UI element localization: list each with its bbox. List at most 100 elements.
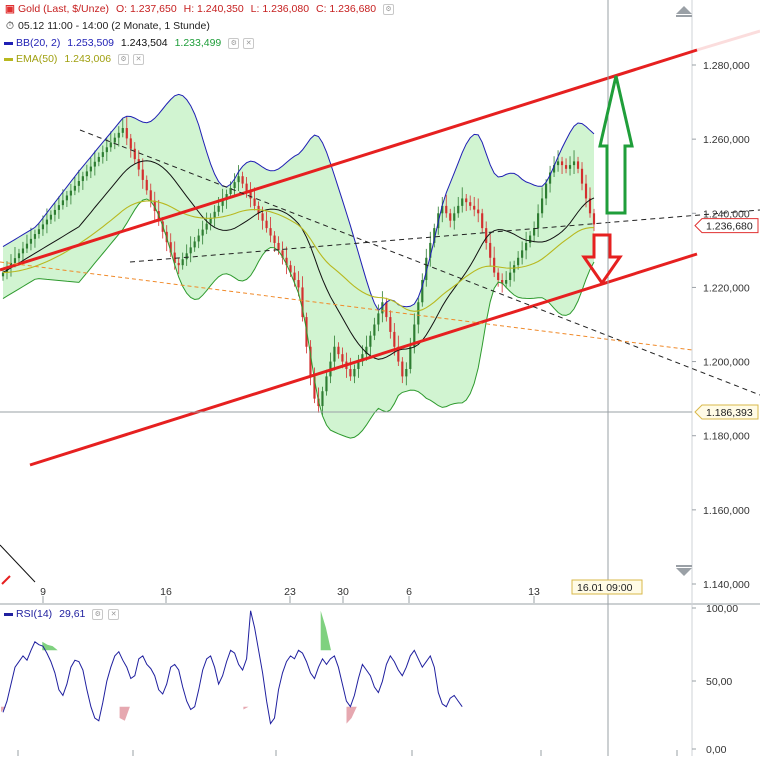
rsi-close-icon[interactable]: ✕	[108, 608, 120, 620]
ema-close-icon[interactable]: ✕	[133, 53, 144, 65]
crosshair-date-tag-bg	[571, 579, 643, 595]
legend-low: L: 1.236,080	[250, 3, 310, 15]
candle-body	[501, 280, 504, 284]
candle-body	[521, 250, 524, 258]
candle-body	[281, 250, 284, 258]
candle-body	[381, 302, 384, 314]
rsi-settings-icon[interactable]: ⚙	[92, 608, 104, 620]
candle-body	[572, 161, 576, 166]
candle-body	[505, 280, 508, 284]
clock-icon: ⏱	[5, 20, 15, 32]
candle-body	[477, 209, 480, 214]
candle-body	[137, 159, 140, 170]
bollinger-band-fill	[3, 94, 594, 439]
candle-body	[189, 247, 192, 254]
candle-body	[297, 280, 300, 288]
candle-body	[249, 191, 252, 199]
candle-body	[517, 257, 520, 266]
candle-body	[389, 317, 392, 332]
ema-line	[2, 200, 595, 312]
candle-body	[101, 152, 104, 157]
candle-body	[129, 138, 132, 149]
candle-body	[241, 176, 244, 184]
settings-icon[interactable]: ⚙	[383, 3, 395, 15]
candle-body	[497, 272, 500, 281]
candle-body	[37, 229, 41, 235]
scroll-down-bar-icon	[676, 565, 692, 567]
candle-body	[113, 137, 116, 143]
bb-close-icon[interactable]: ✕	[243, 37, 255, 49]
bb-settings-icon[interactable]: ⚙	[228, 37, 240, 49]
last-price-tag-bg	[694, 218, 759, 234]
legend-ema-name: EMA(50)	[16, 53, 58, 65]
legend-open: O: 1.237,650	[115, 3, 177, 15]
candle-body	[349, 368, 352, 377]
candle-body	[461, 198, 464, 206]
candle-body	[385, 302, 388, 318]
candle-body	[457, 205, 460, 214]
candle-body	[169, 242, 172, 253]
candle-body	[69, 190, 72, 196]
candle-body	[21, 248, 25, 254]
candle-body	[245, 183, 248, 192]
candle-body	[173, 252, 176, 263]
candle-body	[237, 176, 240, 183]
candle-body	[209, 217, 212, 224]
orange-dashed-line	[0, 261, 693, 351]
candle-body	[45, 219, 49, 225]
red-down-arrow	[581, 233, 623, 286]
crosshair-price-tag-bg	[694, 404, 759, 420]
candle-body	[325, 376, 328, 392]
instrument-icon: ▣	[5, 3, 15, 15]
candle-body	[141, 169, 144, 180]
candle-body	[405, 368, 408, 377]
legend-rsi[interactable]: RSI(14) 29,61 ⚙ ✕	[4, 608, 120, 620]
legend-instrument[interactable]: ▣ Gold (Last, $/Unze) O: 1.237,650 H: 1.2…	[4, 2, 395, 16]
legend-ema[interactable]: EMA(50) 1.243,006 ⚙ ✕	[4, 52, 144, 66]
candle-body	[393, 331, 396, 347]
bb-lower-line	[2, 198, 595, 439]
candle-body	[353, 368, 356, 377]
candle-body	[269, 228, 272, 236]
candle-body	[49, 214, 53, 220]
candle-body	[77, 181, 80, 186]
candle-body	[149, 190, 152, 201]
candle-body	[357, 361, 360, 369]
legend-bb-name: BB(20, 2)	[16, 37, 61, 49]
candle-body	[217, 205, 220, 212]
candle-body	[337, 346, 340, 355]
candle-body	[401, 361, 404, 377]
candle-body	[321, 391, 324, 407]
scroll-up-bar-icon	[676, 15, 692, 17]
legend-bb-lower: 1.233,499	[174, 37, 222, 49]
candle-body	[580, 168, 584, 184]
rsi-line	[2, 610, 463, 725]
candle-body	[560, 161, 564, 166]
bb-middle-line	[2, 160, 595, 360]
candle-body	[229, 188, 232, 195]
candle-body	[105, 147, 108, 153]
ema-settings-icon[interactable]: ⚙	[118, 53, 129, 65]
candle-body	[409, 346, 412, 369]
legend-bb-mid: 1.243,504	[120, 37, 168, 49]
candle-body	[373, 324, 376, 336]
candle-body	[441, 205, 444, 214]
candle-body	[592, 213, 596, 225]
candle-body	[421, 280, 424, 303]
crosshair-date-label: 16.01 09:00	[577, 582, 633, 594]
bb-swatch	[4, 41, 13, 45]
dashed-mid-line	[129, 209, 760, 263]
candle-body	[185, 253, 188, 260]
candle-body	[153, 200, 156, 212]
dashed-downtrend-line	[79, 129, 760, 396]
candle-body	[13, 258, 17, 263]
legend-bb[interactable]: BB(20, 2) 1.253,509 1.243,504 1.233,499 …	[4, 36, 255, 50]
candle-body	[544, 183, 548, 199]
legend-ema-value: 1.243,006	[64, 53, 112, 65]
candle-body	[25, 243, 29, 249]
candle-body	[177, 262, 180, 266]
candle-body	[117, 132, 120, 138]
candle-body	[449, 213, 452, 221]
candle-body	[413, 324, 416, 347]
